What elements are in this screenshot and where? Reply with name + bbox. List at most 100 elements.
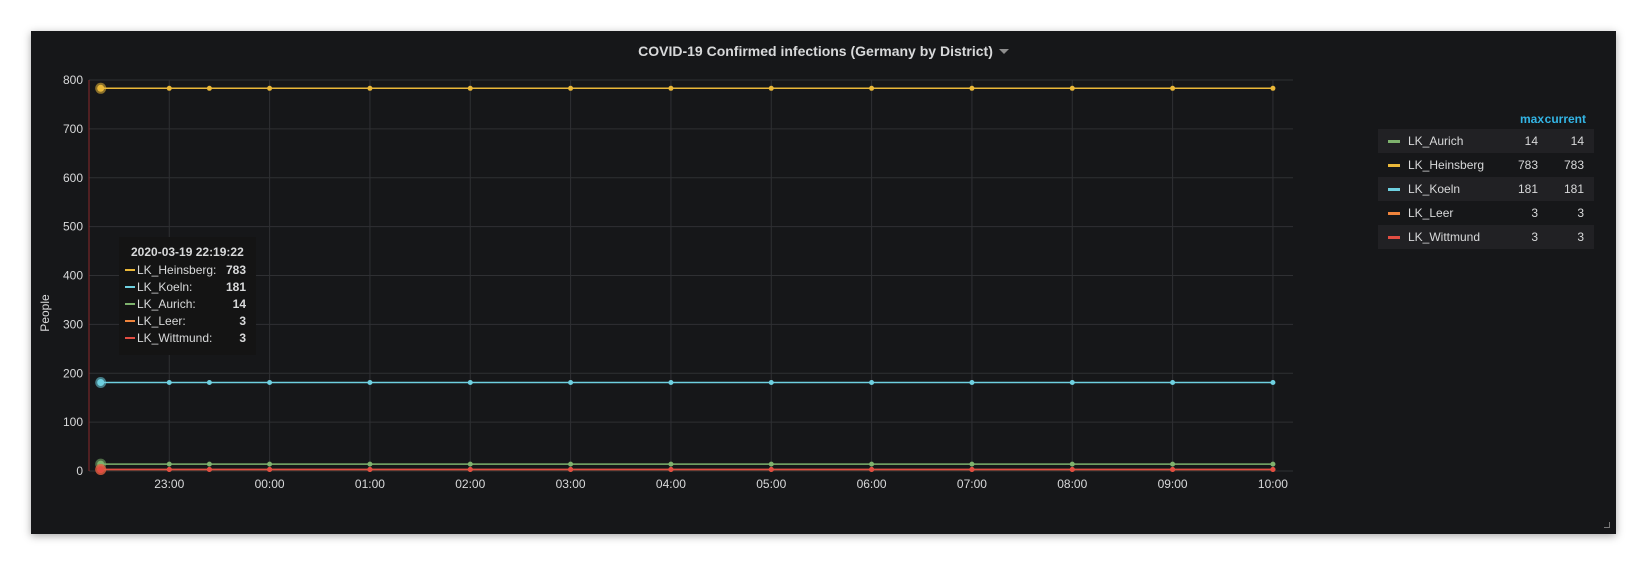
- data-point-LK_Koeln[interactable]: [97, 379, 105, 387]
- data-point-LK_Aurich[interactable]: [166, 461, 172, 467]
- y-tick-label: 700: [63, 122, 83, 136]
- legend-max-value: 181: [1517, 182, 1538, 196]
- legend-current-value: 14: [1570, 134, 1584, 148]
- data-point-LK_Wittmund[interactable]: [668, 467, 674, 473]
- legend-swatch[interactable]: [1388, 212, 1400, 215]
- legend-max-value: 14: [1524, 134, 1538, 148]
- data-point-LK_Wittmund[interactable]: [568, 467, 574, 473]
- tooltip-series-name: LK_Heinsberg:: [137, 263, 217, 277]
- legend-max-value: 3: [1531, 206, 1538, 220]
- data-point-LK_Koeln[interactable]: [367, 380, 373, 386]
- x-tick-label: 00:00: [255, 477, 285, 491]
- data-point-LK_Koeln[interactable]: [1270, 380, 1276, 386]
- data-point-LK_Aurich[interactable]: [668, 461, 674, 467]
- axes: 0 100 200 300 400 500 600 700 800 23:00 00:00 01:00…: [63, 73, 1288, 491]
- data-point-LK_Koeln[interactable]: [206, 380, 212, 386]
- data-point-LK_Koeln[interactable]: [1170, 380, 1176, 386]
- data-point-LK_Koeln[interactable]: [467, 380, 473, 386]
- data-point-LK_Aurich[interactable]: [367, 461, 373, 467]
- data-point-LK_Aurich[interactable]: [869, 461, 875, 467]
- data-point-LK_Wittmund[interactable]: [267, 467, 273, 473]
- legend-swatch[interactable]: [1388, 164, 1400, 167]
- data-point-LK_Wittmund[interactable]: [166, 467, 172, 473]
- x-tick-label: 05:00: [756, 477, 786, 491]
- legend-current-value: 783: [1563, 158, 1584, 172]
- data-point-LK_Wittmund[interactable]: [206, 467, 212, 473]
- tooltip-series-name: LK_Wittmund:: [137, 331, 213, 345]
- data-point-LK_Heinsberg[interactable]: [267, 85, 273, 91]
- legend-series-name[interactable]: LK_Heinsberg: [1408, 158, 1485, 172]
- tooltip-value: 3: [239, 331, 246, 345]
- data-point-LK_Koeln[interactable]: [969, 380, 975, 386]
- data-point-LK_Heinsberg[interactable]: [97, 84, 105, 92]
- data-point-LK_Wittmund[interactable]: [1069, 467, 1075, 473]
- legend-swatch[interactable]: [1388, 188, 1400, 191]
- legend-series-name[interactable]: LK_Leer: [1408, 206, 1454, 220]
- tooltip-value: 3: [239, 314, 246, 328]
- data-point-LK_Wittmund[interactable]: [367, 467, 373, 473]
- legend-header-current[interactable]: current: [1544, 112, 1586, 126]
- tooltip-row: LK_Wittmund: 3: [119, 330, 256, 347]
- data-point-LK_Heinsberg[interactable]: [166, 85, 172, 91]
- legend-item[interactable]: LK_Wittmund 3 3: [1378, 225, 1594, 249]
- data-point-LK_Wittmund[interactable]: [97, 466, 105, 474]
- data-point-LK_Heinsberg[interactable]: [367, 85, 373, 91]
- data-point-LK_Heinsberg[interactable]: [568, 85, 574, 91]
- legend-series-name[interactable]: LK_Koeln: [1408, 182, 1461, 196]
- data-point-LK_Wittmund[interactable]: [1270, 467, 1276, 473]
- data-point-LK_Aurich[interactable]: [467, 461, 473, 467]
- data-point-LK_Koeln[interactable]: [568, 380, 574, 386]
- grid: [89, 79, 1293, 472]
- data-point-LK_Wittmund[interactable]: [869, 467, 875, 473]
- data-point-LK_Wittmund[interactable]: [768, 467, 774, 473]
- legend-current-value: 3: [1577, 206, 1584, 220]
- data-point-LK_Aurich[interactable]: [768, 461, 774, 467]
- data-point-LK_Heinsberg[interactable]: [1170, 85, 1176, 91]
- tooltip-swatch: [125, 320, 135, 322]
- legend-item[interactable]: LK_Aurich 14 14: [1378, 129, 1594, 153]
- y-tick-label: 0: [76, 464, 83, 478]
- data-point-LK_Heinsberg[interactable]: [467, 85, 473, 91]
- data-point-LK_Aurich[interactable]: [969, 461, 975, 467]
- panel-title[interactable]: COVID-19 Confirmed infections (Germany b…: [638, 43, 993, 59]
- data-point-LK_Wittmund[interactable]: [1170, 467, 1176, 473]
- resize-handle-icon[interactable]: [1604, 522, 1610, 528]
- y-tick-label: 600: [63, 171, 83, 185]
- data-point-LK_Wittmund[interactable]: [969, 467, 975, 473]
- tooltip-row: LK_Heinsberg: 783: [119, 262, 256, 279]
- data-point-LK_Heinsberg[interactable]: [1270, 85, 1276, 91]
- legend-item[interactable]: LK_Koeln 181 181: [1378, 177, 1594, 201]
- data-point-LK_Koeln[interactable]: [869, 380, 875, 386]
- data-point-LK_Aurich[interactable]: [1069, 461, 1075, 467]
- data-point-LK_Heinsberg[interactable]: [768, 85, 774, 91]
- data-point-LK_Koeln[interactable]: [668, 380, 674, 386]
- data-point-LK_Aurich[interactable]: [1270, 461, 1276, 467]
- legend-swatch[interactable]: [1388, 236, 1400, 239]
- legend-series-name[interactable]: LK_Wittmund: [1408, 230, 1481, 244]
- data-point-LK_Heinsberg[interactable]: [668, 85, 674, 91]
- legend-item[interactable]: LK_Heinsberg 783 783: [1378, 153, 1594, 177]
- data-point-LK_Heinsberg[interactable]: [206, 85, 212, 91]
- data-point-LK_Aurich[interactable]: [267, 461, 273, 467]
- legend-swatch[interactable]: [1388, 140, 1400, 143]
- x-tick-label: 02:00: [455, 477, 485, 491]
- data-point-LK_Aurich[interactable]: [568, 461, 574, 467]
- legend-header-max[interactable]: max: [1519, 112, 1544, 126]
- chart-plot[interactable]: 0 100 200 300 400 500 600 700 800 23:00 00:00 01:00…: [31, 31, 1616, 534]
- data-point-LK_Heinsberg[interactable]: [1069, 85, 1075, 91]
- panel-header[interactable]: COVID-19 Confirmed infections (Germany b…: [31, 43, 1616, 61]
- data-point-LK_Aurich[interactable]: [1170, 461, 1176, 467]
- legend-series-name[interactable]: LK_Aurich: [1408, 134, 1464, 148]
- data-point-LK_Koeln[interactable]: [166, 380, 172, 386]
- x-tick-label: 10:00: [1258, 477, 1288, 491]
- data-point-LK_Heinsberg[interactable]: [969, 85, 975, 91]
- data-point-LK_Aurich[interactable]: [206, 461, 212, 467]
- chevron-down-icon[interactable]: [998, 49, 1009, 55]
- legend-item[interactable]: LK_Leer 3 3: [1378, 201, 1594, 225]
- data-point-LK_Wittmund[interactable]: [467, 467, 473, 473]
- data-point-LK_Koeln[interactable]: [267, 380, 273, 386]
- data-point-LK_Koeln[interactable]: [1069, 380, 1075, 386]
- data-point-LK_Koeln[interactable]: [768, 380, 774, 386]
- x-tick-label: 06:00: [857, 477, 887, 491]
- data-point-LK_Heinsberg[interactable]: [869, 85, 875, 91]
